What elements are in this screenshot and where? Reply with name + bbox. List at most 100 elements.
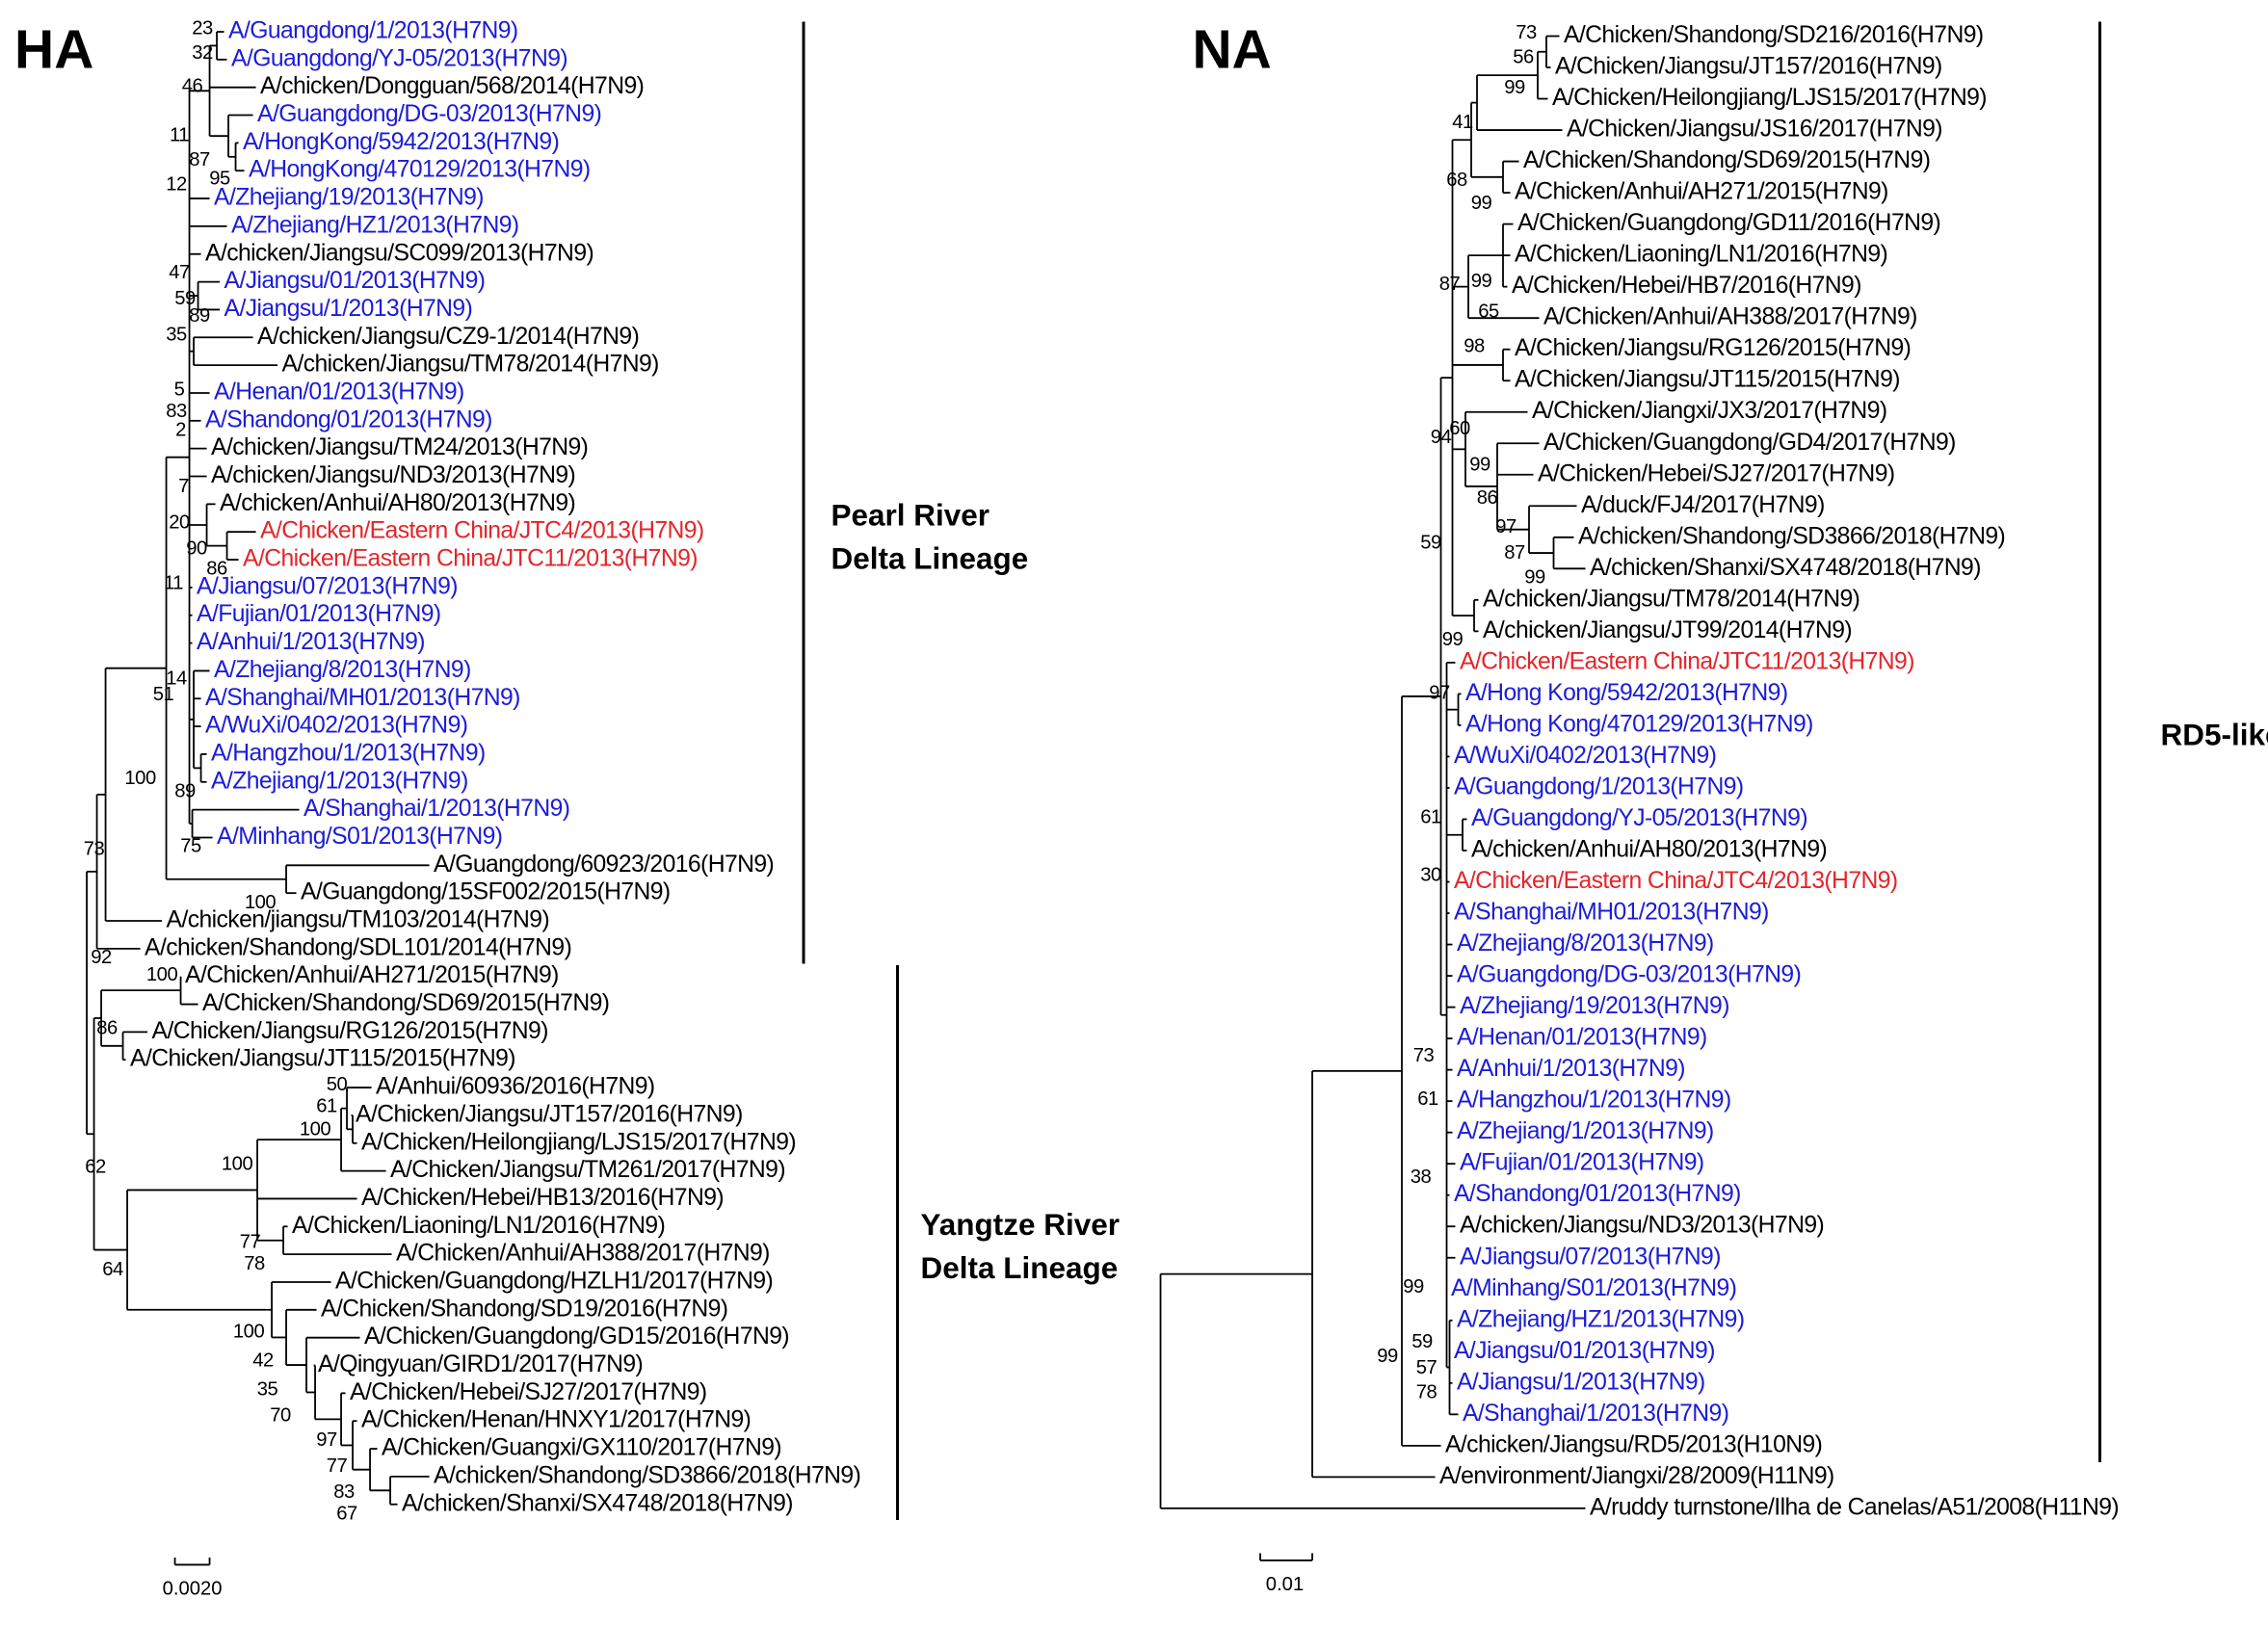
leaf-label: A/Anhui/1/2013(H7N9) [1457, 1056, 1685, 1082]
bootstrap-value: 86 [96, 1017, 118, 1038]
scale-bar: 0.0020 [163, 1557, 223, 1599]
leaf-label: A/WuXi/0402/2013(H7N9) [1454, 743, 1716, 769]
bootstrap-value: 99 [1504, 77, 1525, 98]
leaf-label: A/chicken/Shandong/SD3866/2018(H7N9) [434, 1462, 860, 1488]
bootstrap-value: 65 [1478, 301, 1499, 322]
bootstrap-value: 59 [1411, 1331, 1433, 1352]
bootstrap-value: 90 [186, 537, 207, 559]
leaf-label: A/ruddy turnstone/Ilha de Canelas/A51/20… [1590, 1494, 2119, 1520]
bootstrap-value: 77 [240, 1231, 261, 1252]
leaf-label: A/Jiangsu/01/2013(H7N9) [224, 268, 486, 294]
leaf-label: A/Chicken/Jiangsu/JT157/2016(H7N9) [356, 1101, 743, 1127]
bootstrap-value: 73 [1413, 1045, 1435, 1066]
bootstrap-value: 100 [222, 1153, 253, 1174]
leaf-label: A/Hong Kong/5942/2013(H7N9) [1465, 680, 1787, 706]
clade-label: Pearl River [831, 497, 990, 532]
leaf-label: A/Chicken/Jiangsu/JT115/2015(H7N9) [130, 1046, 515, 1072]
leaf-label: A/Guangdong/15SF002/2015(H7N9) [301, 879, 671, 905]
leaf-label: A/Zhejiang/HZ1/2013(H7N9) [231, 212, 518, 238]
leaf-label: A/Jiangsu/07/2013(H7N9) [1460, 1244, 1721, 1270]
leaf-label: A/Chicken/Anhui/AH271/2015(H7N9) [1515, 179, 1888, 205]
leaf-label: A/Chicken/Eastern China/JTC11/2013(H7N9) [243, 546, 698, 572]
bootstrap-value: 86 [1477, 487, 1498, 509]
bootstrap-value: 51 [153, 684, 174, 705]
leaf-label: A/Chicken/Jiangsu/JS16/2017(H7N9) [1567, 117, 1942, 143]
bootstrap-value: 97 [1495, 516, 1516, 537]
leaf-label: A/Chicken/Eastern China/JTC4/2013(H7N9) [1454, 868, 1898, 894]
leaf-label: A/Chicken/Anhui/AH388/2017(H7N9) [396, 1241, 770, 1267]
leaf-label: A/Minhang/S01/2013(H7N9) [1451, 1275, 1736, 1301]
bootstrap-value: 99 [1469, 454, 1490, 475]
bootstrap-value: 83 [166, 401, 187, 422]
bootstrap-value: 7 [178, 476, 189, 497]
bootstrap-value: 99 [1377, 1346, 1398, 1367]
clade-label: Delta Lineage [831, 540, 1029, 575]
leaf-label: A/Chicken/Jiangsu/RG126/2015(H7N9) [1515, 335, 1911, 361]
bootstrap-value: 99 [1524, 566, 1545, 588]
bootstrap-value: 56 [1513, 46, 1534, 67]
scale-label: 0.0020 [163, 1578, 223, 1599]
bootstrap-value: 59 [1420, 532, 1441, 553]
leaf-label: A/Chicken/Heilongjiang/LJS15/2017(H7N9) [361, 1129, 796, 1155]
clade-label: Delta Lineage [921, 1250, 1119, 1285]
bootstrap-value: 14 [166, 668, 187, 689]
leaf-label: A/Chicken/Eastern China/JTC4/2013(H7N9) [260, 518, 704, 544]
leaf-label: A/Fujian/01/2013(H7N9) [1460, 1150, 1704, 1176]
bootstrap-value: 23 [192, 17, 213, 39]
leaf-label: A/Guangdong/DG-03/2013(H7N9) [1457, 962, 1801, 988]
bootstrap-value: 77 [327, 1455, 348, 1477]
leaf-label: A/Chicken/Jiangsu/JT157/2016(H7N9) [1555, 54, 1942, 80]
bootstrap-value: 78 [1416, 1381, 1437, 1402]
leaf-label: A/Shanghai/1/2013(H7N9) [303, 796, 569, 822]
leaf-label: A/Shanghai/MH01/2013(H7N9) [1454, 900, 1769, 926]
leaf-label: A/Chicken/Guangdong/HZLH1/2017(H7N9) [335, 1269, 773, 1295]
bootstrap-value: 87 [1504, 542, 1525, 564]
leaf-label: A/Chicken/Jiangxi/JX3/2017(H7N9) [1532, 398, 1887, 424]
bootstrap-value: 47 [169, 262, 190, 283]
bootstrap-value: 59 [174, 288, 196, 309]
leaf-label: A/chicken/Jiangsu/CZ9-1/2014(H7N9) [257, 324, 639, 350]
leaf-label: A/Zhejiang/1/2013(H7N9) [211, 768, 468, 794]
bootstrap-value: 87 [189, 149, 210, 170]
leaf-label: A/Chicken/Guangdong/GD15/2016(H7N9) [364, 1324, 789, 1350]
leaf-label: A/Chicken/Shandong/SD19/2016(H7N9) [321, 1296, 727, 1322]
bootstrap-value: 46 [182, 75, 203, 96]
leaf-label: A/Chicken/Heilongjiang/LJS15/2017(H7N9) [1552, 85, 1987, 111]
leaf-label: A/Shandong/01/2013(H7N9) [1454, 1181, 1741, 1207]
leaf-label: A/chicken/Jiangsu/TM78/2014(H7N9) [1483, 586, 1859, 612]
bootstrap-value: 64 [102, 1259, 123, 1280]
bootstrap-value: 92 [91, 947, 112, 968]
leaf-label: A/Jiangsu/07/2013(H7N9) [197, 573, 458, 599]
scale-bar: 0.01 [1259, 1553, 1313, 1595]
leaf-label: A/Guangdong/DG-03/2013(H7N9) [257, 101, 601, 127]
bootstrap-value: 68 [1446, 170, 1467, 191]
bootstrap-value: 12 [166, 173, 187, 195]
bootstrap-value: 89 [174, 780, 196, 801]
leaf-label: A/chicken/Shanxi/SX4748/2018(H7N9) [1590, 555, 1981, 581]
leaf-label: A/Hangzhou/1/2013(H7N9) [1457, 1088, 1731, 1114]
leaf-label: A/environment/Jiangxi/28/2009(H11N9) [1439, 1463, 1834, 1489]
leaf-label: A/chicken/Jiangsu/ND3/2013(H7N9) [1460, 1213, 1824, 1239]
leaf-label: A/Chicken/Shandong/SD69/2015(H7N9) [1523, 147, 1930, 173]
leaf-label: A/chicken/Jiangsu/JT99/2014(H7N9) [1483, 617, 1852, 643]
leaf-label: A/Zhejiang/19/2013(H7N9) [1460, 993, 1729, 1019]
bootstrap-value: 30 [1420, 864, 1441, 885]
bootstrap-value: 35 [257, 1378, 278, 1400]
bootstrap-value: 83 [333, 1481, 355, 1503]
bootstrap-value: 97 [316, 1429, 337, 1451]
leaf-label: A/Chicken/Jiangsu/RG126/2015(H7N9) [152, 1018, 548, 1044]
bootstrap-value: 70 [270, 1404, 291, 1426]
bootstrap-value: 61 [1420, 806, 1441, 827]
bootstrap-value: 62 [85, 1156, 106, 1177]
leaf-label: A/Henan/01/2013(H7N9) [1457, 1025, 1707, 1051]
bootstrap-value: 75 [180, 835, 201, 856]
leaf-label: A/Zhejiang/HZ1/2013(H7N9) [1457, 1306, 1744, 1332]
bootstrap-value: 98 [1464, 335, 1485, 356]
scale-label: 0.01 [1266, 1574, 1304, 1595]
panel-title: HA [14, 19, 93, 81]
bootstrap-value: 50 [327, 1074, 348, 1095]
bootstrap-value: 99 [1471, 193, 1492, 214]
leaf-label: A/Henan/01/2013(H7N9) [214, 380, 464, 406]
